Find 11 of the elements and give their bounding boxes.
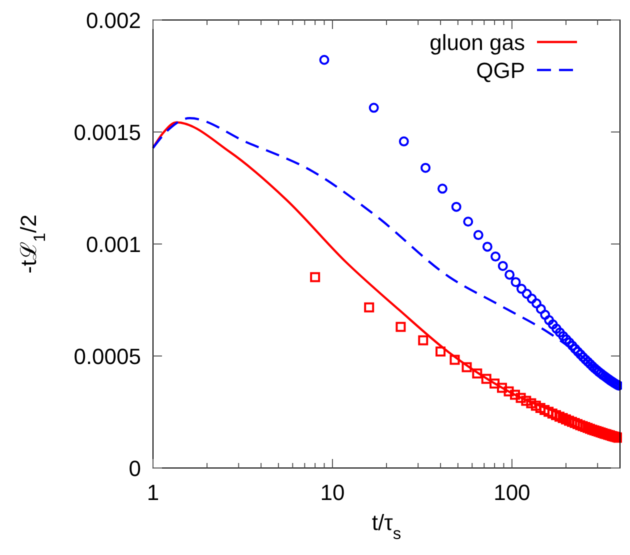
legend-label: QGP bbox=[476, 58, 525, 83]
x-tick-label: 1 bbox=[146, 480, 160, 505]
x-axis-title: t/τ$_{s}$ bbox=[372, 510, 402, 543]
y-tick-label: 0.001 bbox=[86, 232, 141, 257]
x-tick-label: 10 bbox=[320, 480, 345, 505]
y-tick-label: 0.0015 bbox=[74, 120, 141, 145]
x-tick-label: 100 bbox=[494, 480, 530, 505]
y-tick-label: 0.002 bbox=[86, 8, 141, 33]
legend-label: gluon gas bbox=[430, 30, 525, 55]
y-tick-label: 0.0005 bbox=[74, 344, 141, 369]
y-tick-label: 0 bbox=[128, 456, 141, 481]
